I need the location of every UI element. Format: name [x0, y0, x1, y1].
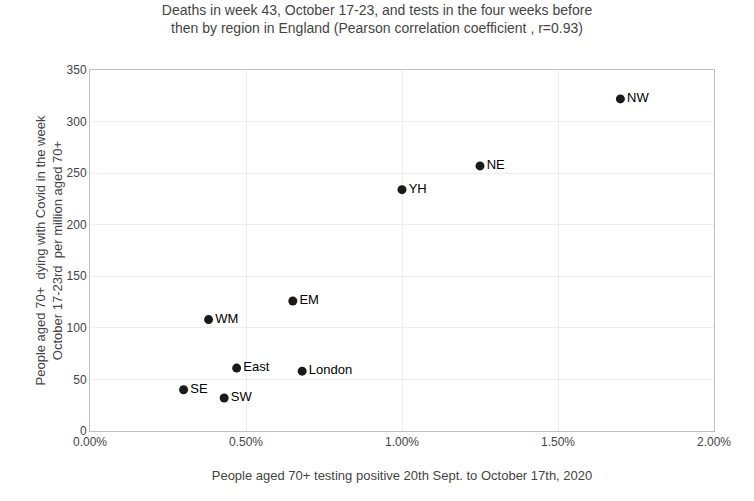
- svg-text:350: 350: [67, 63, 87, 77]
- svg-text:300: 300: [67, 115, 87, 129]
- svg-text:People aged 70+ dying with Co: People aged 70+ dying with Covid in the …: [33, 115, 65, 385]
- svg-text:1.00%: 1.00%: [385, 435, 419, 449]
- svg-text:YH: YH: [409, 181, 427, 196]
- svg-text:Deaths in week 43, October 17-: Deaths in week 43, October 17-23, and te…: [162, 2, 593, 36]
- svg-text:2.00%: 2.00%: [697, 435, 731, 449]
- svg-text:NW: NW: [627, 90, 649, 105]
- svg-text:East: East: [243, 359, 269, 374]
- svg-text:EM: EM: [299, 292, 319, 307]
- svg-text:SW: SW: [231, 389, 253, 404]
- svg-text:NE: NE: [487, 157, 505, 172]
- svg-text:0.50%: 0.50%: [229, 435, 263, 449]
- svg-text:People aged 70+ testing positi: People aged 70+ testing positive 20th Se…: [212, 468, 593, 483]
- svg-text:SE: SE: [190, 381, 208, 396]
- svg-text:0: 0: [80, 424, 87, 438]
- svg-text:1.50%: 1.50%: [541, 435, 575, 449]
- svg-text:0.00%: 0.00%: [73, 435, 107, 449]
- svg-text:150: 150: [67, 269, 87, 283]
- svg-text:250: 250: [67, 166, 87, 180]
- svg-text:100: 100: [67, 321, 87, 335]
- svg-text:WM: WM: [215, 311, 238, 326]
- svg-text:50: 50: [73, 373, 87, 387]
- svg-text:200: 200: [67, 218, 87, 232]
- svg-text:London: London: [309, 362, 352, 377]
